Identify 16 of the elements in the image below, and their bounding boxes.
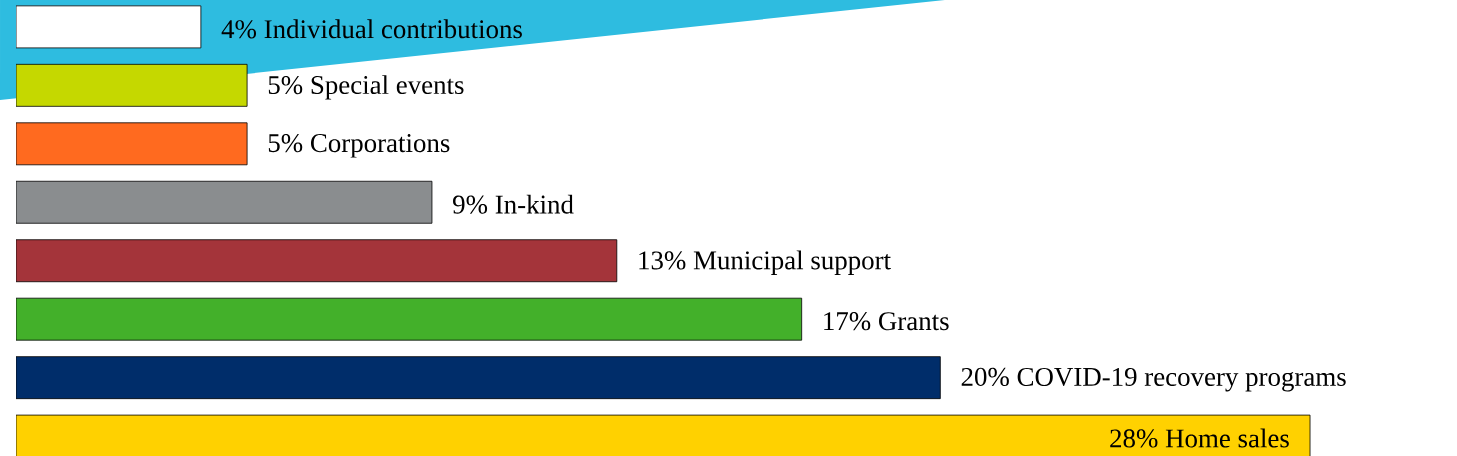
y-tick-label: Home sales — [1165, 428, 1289, 448]
data-label: 28% — [1110, 429, 1158, 448]
data-label: 20% — [961, 367, 1009, 387]
data-label: 13% — [639, 251, 686, 270]
y-tick-label: Individual contributions — [264, 19, 522, 39]
y-tick-label: Special events — [311, 75, 464, 100]
data-label: 4% — [221, 20, 257, 39]
data-label: 17% — [824, 312, 871, 331]
y-tick-label: Grants — [879, 312, 949, 331]
y-tick-label: In-kind — [495, 194, 574, 214]
y-tick-label: COVID-19 recovery programs — [1017, 367, 1346, 392]
y-tick-label: Corporations — [310, 134, 450, 158]
data-label: 5% — [268, 75, 303, 95]
data-label: 9% — [453, 195, 488, 214]
data-label: 5% — [268, 133, 303, 153]
y-tick-label: Municipal support — [693, 250, 891, 275]
